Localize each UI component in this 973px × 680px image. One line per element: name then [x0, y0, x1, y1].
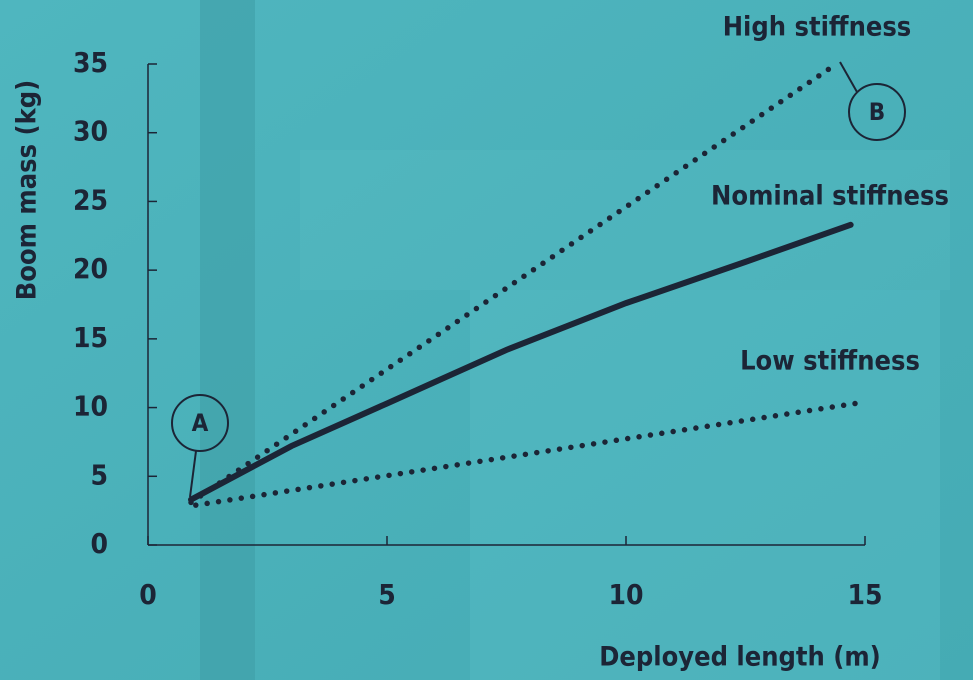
dotted-line	[193, 400, 859, 508]
x-tick-label: 0	[139, 578, 157, 611]
line	[188, 221, 854, 503]
y-tick-label: 0	[90, 527, 108, 560]
background-pillar	[200, 0, 255, 680]
annotation-label: A	[192, 409, 209, 437]
series-label: Nominal stiffness	[711, 181, 949, 212]
x-tick-label: 5	[378, 578, 396, 611]
annotation-circle	[171, 394, 229, 452]
y-tick-label: 15	[73, 321, 108, 354]
y-tick-label: 25	[73, 183, 108, 216]
y-tick-label: 5	[90, 458, 108, 491]
x-tick-label: 15	[847, 578, 882, 611]
series-label: Low stiffness	[740, 346, 920, 377]
annotation-label: B	[869, 98, 885, 126]
y-axis-label: Boom mass (kg)	[12, 80, 43, 300]
y-tick-label: 30	[73, 115, 108, 148]
annotation-leader	[189, 450, 197, 498]
x-axis-label: Deployed length (m)	[599, 642, 881, 673]
x-tick-label: 10	[608, 578, 643, 611]
y-tick-label: 35	[73, 46, 108, 79]
y-tick-label: 20	[73, 252, 108, 285]
annotation-leader	[839, 61, 858, 93]
annotation-circle	[848, 83, 906, 141]
background-panel	[300, 150, 950, 290]
background-wall	[470, 290, 940, 680]
series-label: High stiffness	[723, 12, 912, 43]
y-tick-label: 10	[73, 390, 108, 423]
dotted-line	[188, 61, 840, 506]
